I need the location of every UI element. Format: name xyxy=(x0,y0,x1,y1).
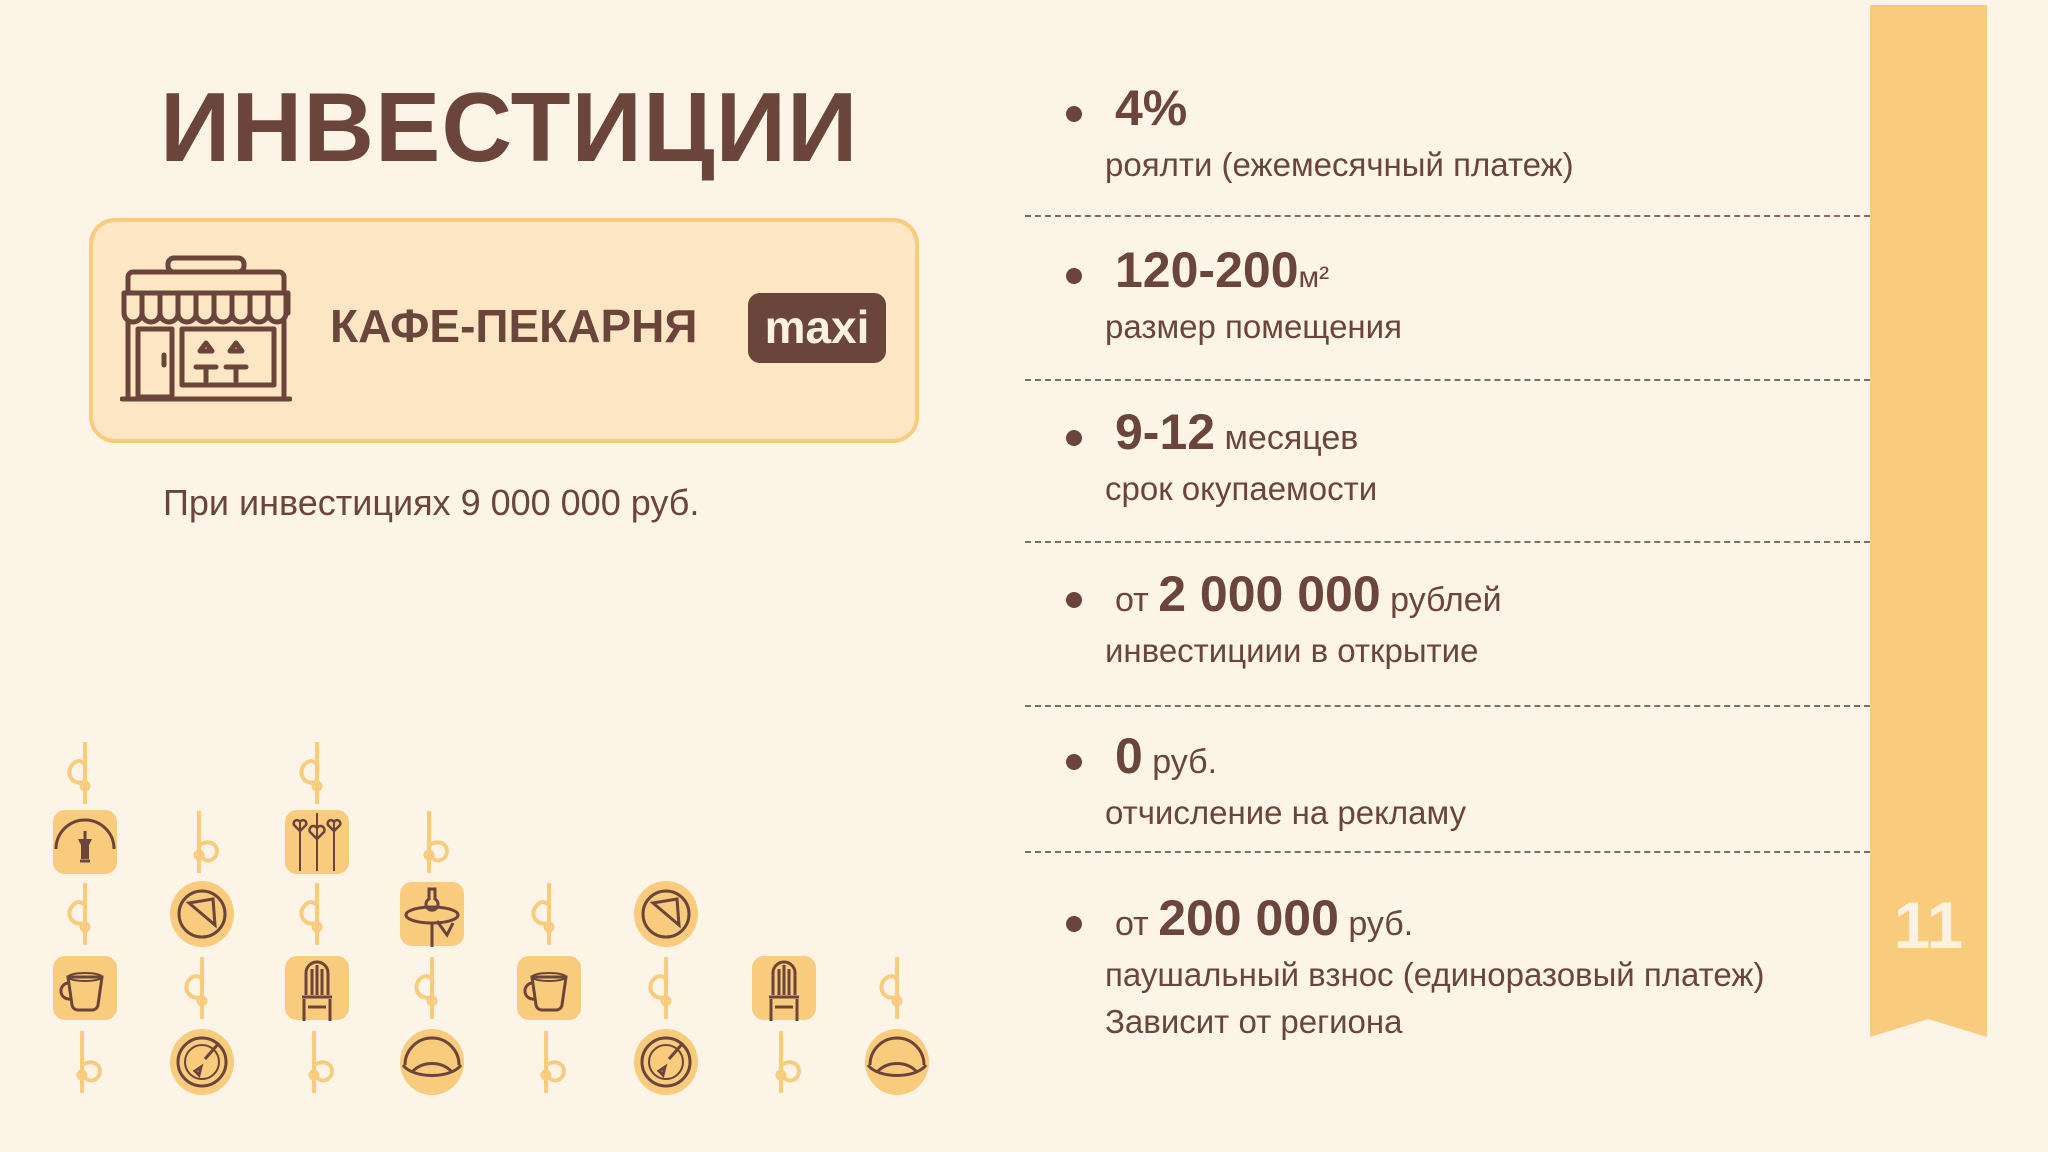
hearts-icon xyxy=(285,810,349,874)
cup-icon xyxy=(517,956,581,1020)
bullet-icon xyxy=(1066,592,1082,608)
bowl-icon xyxy=(865,1029,929,1095)
bullet-icon xyxy=(1066,430,1082,446)
fact-description: срок окупаемости xyxy=(1105,470,1378,507)
fact-prefix: от xyxy=(1115,581,1149,619)
chair-icon xyxy=(752,956,816,1021)
maxi-badge: maxi xyxy=(748,293,886,363)
fact-description: размер помещения xyxy=(1105,308,1402,345)
pie-icon xyxy=(170,881,234,947)
page-number: 11 xyxy=(1893,888,1964,962)
page-title: ИНВЕСТИЦИИ xyxy=(160,72,859,182)
fact-headline: от 2 000 000 рублей xyxy=(1115,564,1502,630)
fact-headline: 9-12 месяцев xyxy=(1115,402,1358,468)
divider xyxy=(1025,541,1870,543)
bullet-icon xyxy=(1066,916,1082,932)
swirl-b-icon xyxy=(775,1031,801,1093)
swirl-b-icon xyxy=(76,1031,102,1093)
plate-icon xyxy=(634,1029,698,1095)
fact-unit: руб. xyxy=(1348,905,1414,943)
fact-description: паушальный взнос (единоразовый платеж) xyxy=(1105,956,1765,993)
pie-icon xyxy=(634,881,698,947)
chair-icon xyxy=(285,956,349,1021)
swirl-icon xyxy=(67,742,91,804)
fact-description: роялти (ежемесячный платеж) xyxy=(1105,146,1574,183)
fact-unit: месяцев xyxy=(1224,419,1359,457)
swirl-icon xyxy=(879,957,903,1019)
bullet-icon xyxy=(1066,106,1082,122)
fact-value: 2 000 000 xyxy=(1158,566,1381,622)
bullet-icon xyxy=(1066,268,1082,284)
divider xyxy=(1025,215,1870,217)
swirl-b-icon xyxy=(423,811,449,873)
swirl-icon xyxy=(299,883,323,945)
swirl-b-icon xyxy=(540,1031,566,1093)
divider xyxy=(1025,851,1870,853)
swirl-icon xyxy=(184,957,208,1019)
fact-unit: рублей xyxy=(1390,581,1502,619)
divider xyxy=(1025,379,1870,381)
fact-prefix: от xyxy=(1115,905,1149,943)
lamp-icon xyxy=(400,882,464,947)
fact-unit: руб. xyxy=(1152,743,1218,781)
plate-icon xyxy=(170,1029,234,1095)
fact-value: 120-200 xyxy=(1115,242,1299,298)
fact-value: 0 xyxy=(1115,728,1143,784)
fact-headline: 120-200м² xyxy=(1115,240,1329,308)
swirl-icon xyxy=(648,957,672,1019)
cup-icon xyxy=(53,956,117,1020)
fact-description: инвестициии в открытие xyxy=(1105,632,1479,669)
investment-note: При инвестициях 9 000 000 руб. xyxy=(163,482,700,523)
fact-unit: м² xyxy=(1298,261,1330,294)
fact-value: 200 000 xyxy=(1158,890,1339,946)
fact-headline: от 200 000 руб. xyxy=(1115,888,1413,954)
fact-description: отчисление на рекламу xyxy=(1105,794,1467,831)
swirl-b-icon xyxy=(193,811,219,873)
storefront-icon xyxy=(120,255,292,402)
page-ribbon xyxy=(1870,5,1987,1037)
divider xyxy=(1025,705,1870,707)
lantern-icon xyxy=(53,810,117,874)
swirl-b-icon xyxy=(308,1031,334,1093)
swirl-icon xyxy=(67,883,91,945)
bullet-icon xyxy=(1066,754,1082,770)
swirl-icon xyxy=(414,957,438,1019)
fact-headline: 4% xyxy=(1115,78,1187,144)
fact-headline: 0 руб. xyxy=(1115,726,1217,792)
swirl-icon xyxy=(531,883,555,945)
swirl-icon xyxy=(299,742,323,804)
card-title: КАФЕ-ПЕКАРНЯ xyxy=(330,300,698,352)
fact-value: 9-12 xyxy=(1115,404,1216,460)
fact-note: Зависит от региона xyxy=(1105,1003,1403,1040)
bowl-icon xyxy=(400,1029,464,1095)
fact-value: 4% xyxy=(1115,80,1188,136)
